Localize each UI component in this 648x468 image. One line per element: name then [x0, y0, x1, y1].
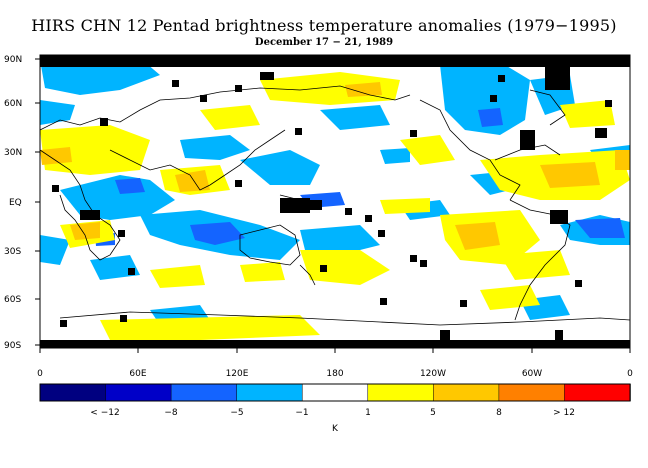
lat-label-90n: 90N	[4, 55, 22, 65]
colorbar-cell	[367, 383, 435, 402]
missing-data-blocks	[40, 55, 630, 348]
lon-label-60e: 60E	[129, 369, 146, 379]
colorbar-label-4: −1	[295, 408, 308, 418]
lat-label-eq: EQ	[9, 198, 22, 208]
warm-anomaly-regions	[40, 72, 630, 340]
lon-label-180: 180	[326, 369, 343, 379]
colorbar-cell	[105, 383, 172, 402]
lon-label-120e: 120E	[226, 369, 249, 379]
lon-label-0-right: 0	[627, 369, 633, 379]
colorbar-cell	[498, 383, 566, 402]
colorbar-label-1: < −12	[90, 408, 119, 418]
colorbar-label-8: > 12	[553, 408, 575, 418]
colorbar-label-2: −8	[164, 408, 178, 418]
colorbar-unit: K	[332, 424, 339, 434]
longitude-ticks	[39, 348, 631, 353]
colorbar-cell	[301, 383, 369, 402]
colorbar-border	[39, 383, 631, 402]
lat-label-30s: 30S	[4, 247, 21, 257]
colorbar-cell	[236, 383, 303, 402]
lon-label-0: 0	[37, 369, 43, 379]
anomaly-field	[40, 55, 630, 348]
colorbar-cell	[433, 383, 500, 402]
lon-label-120w: 120W	[420, 369, 446, 379]
lat-label-60n: 60N	[4, 99, 22, 109]
colorbar-label-7: 8	[496, 408, 502, 418]
latitude-labels: 90N 60N 30N EQ 30S 60S 90S	[4, 55, 22, 351]
colorbar-cells	[39, 383, 631, 402]
colorbar-label-5: 1	[365, 408, 371, 418]
longitude-labels: 0 60E 120E 180 120W 60W 0	[37, 369, 633, 379]
latitude-ticks	[35, 58, 40, 346]
lat-label-90s: 90S	[4, 341, 21, 351]
colorbar: < −12 −8 −5 −1 1 5 8 > 12 K	[39, 383, 631, 434]
strong-warm-anomaly-regions	[40, 82, 630, 250]
map-panel	[39, 54, 631, 349]
lat-label-30n: 30N	[4, 148, 22, 158]
colorbar-cell	[564, 383, 631, 402]
lon-label-60w: 60W	[522, 369, 542, 379]
colorbar-cell	[39, 383, 107, 402]
colorbar-label-3: −5	[230, 408, 243, 418]
map-subtitle: December 17 − 21, 1989	[254, 37, 394, 48]
colorbar-cell	[170, 383, 238, 402]
lat-label-60s: 60S	[4, 295, 21, 305]
colorbar-label-6: 5	[430, 408, 436, 418]
colorbar-tick-labels: < −12 −8 −5 −1 1 5 8 > 12	[90, 408, 575, 418]
map-title: HIRS CHN 12 Pentad brightness temperatur…	[31, 16, 617, 35]
coastlines	[40, 85, 630, 326]
